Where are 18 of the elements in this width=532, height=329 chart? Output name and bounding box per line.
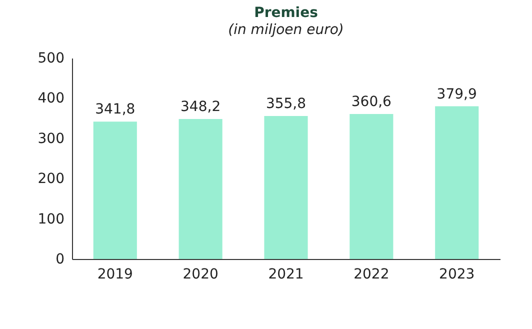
x-tick-label: 2019 [97,266,133,282]
data-label: 379,9 [436,86,477,102]
x-tick-label: 2022 [354,266,390,282]
y-tick-label: 300 [38,130,64,147]
chart-title: Premies [254,5,318,21]
y-tick-label: 400 [38,90,64,107]
data-label: 341,8 [95,102,136,118]
x-tick-label: 2020 [182,266,218,282]
chart-subtitle: (in miljoen euro) [228,22,344,38]
y-tick-label: 500 [38,50,64,66]
x-tick-label: 2023 [439,266,475,282]
y-tick-label: 200 [38,171,64,188]
data-label: 355,8 [266,96,306,112]
x-tick-label: 2021 [268,266,304,282]
y-tick-label: 0 [56,252,64,268]
data-label: 360,6 [351,94,392,110]
y-tick-label: 100 [38,211,64,228]
data-label: 348,2 [180,99,221,116]
